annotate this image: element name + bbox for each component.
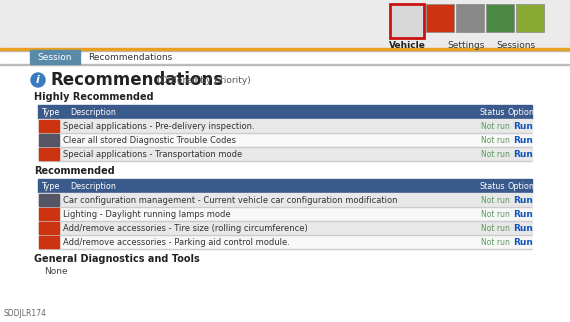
Circle shape [31,73,45,87]
Text: Options: Options [508,108,539,117]
Text: Run: Run [513,238,533,247]
Bar [0,50,570,322]
Text: Car configuration management - Current vehicle car configuration modification: Car configuration management - Current v… [63,195,397,204]
Text: Options: Options [508,182,539,191]
Text: Type: Type [41,182,59,191]
Text: None: None [44,267,68,276]
Text: Not run: Not run [481,149,510,158]
Bar [0,50,570,51]
Text: Lighting - Daylight running lamps mode: Lighting - Daylight running lamps mode [63,210,231,219]
Bar [426,4,454,32]
Text: Not run: Not run [481,136,510,145]
Text: Status: Status [480,108,506,117]
Text: Type: Type [41,108,59,117]
Text: i: i [36,75,40,85]
Bar [39,194,59,206]
Text: Vehicle: Vehicle [389,41,425,50]
Bar [39,222,59,234]
Bar [39,148,59,160]
Text: SDDJLR174: SDDJLR174 [4,309,47,318]
Text: Not run: Not run [481,223,510,232]
Text: Add/remove accessories - Parking aid control module.: Add/remove accessories - Parking aid con… [63,238,290,247]
Bar [456,4,484,32]
Bar [38,221,532,235]
Bar [30,65,540,314]
Text: General Diagnostics and Tools: General Diagnostics and Tools [34,254,199,264]
Text: (Ordered by priority): (Ordered by priority) [157,75,251,84]
Bar [39,120,59,132]
Bar [38,119,532,133]
Text: Run: Run [513,195,533,204]
Bar [516,4,544,32]
Bar [38,105,532,119]
Text: Not run: Not run [481,238,510,247]
Text: Run: Run [513,223,533,232]
Bar [38,207,532,221]
Text: Add/remove accessories - Tire size (rolling circumference): Add/remove accessories - Tire size (roll… [63,223,308,232]
Text: Clear all stored Diagnostic Trouble Codes: Clear all stored Diagnostic Trouble Code… [63,136,236,145]
Bar [486,4,514,32]
Bar [0,64,570,65]
Text: Highly Recommended: Highly Recommended [34,92,154,102]
Text: Sessions: Sessions [496,41,536,50]
Text: Run: Run [513,149,533,158]
Bar [0,0,570,50]
Text: Not run: Not run [481,121,510,130]
Bar [39,134,59,146]
Bar [38,179,532,193]
Text: Recommendations: Recommendations [50,71,223,89]
Text: Run: Run [513,210,533,219]
Bar [38,193,532,207]
Bar [39,208,59,220]
Bar [30,50,80,64]
Text: Not run: Not run [481,210,510,219]
Text: Not run: Not run [481,195,510,204]
Text: Run: Run [513,121,533,130]
Bar [390,4,424,38]
Text: Recommendations: Recommendations [88,52,172,62]
Bar [39,236,59,248]
Text: Special applications - Transportation mode: Special applications - Transportation mo… [63,149,242,158]
Text: Recommended: Recommended [34,166,115,176]
Text: Special applications - Pre-delivery inspection.: Special applications - Pre-delivery insp… [63,121,255,130]
Text: Description: Description [70,108,116,117]
Bar [0,48,570,50]
Text: Settings: Settings [447,41,484,50]
Text: Session: Session [38,52,72,62]
Bar [38,235,532,249]
Text: Run: Run [513,136,533,145]
Text: Description: Description [70,182,116,191]
Bar [38,133,532,147]
Bar [38,147,532,161]
Text: Status: Status [480,182,506,191]
